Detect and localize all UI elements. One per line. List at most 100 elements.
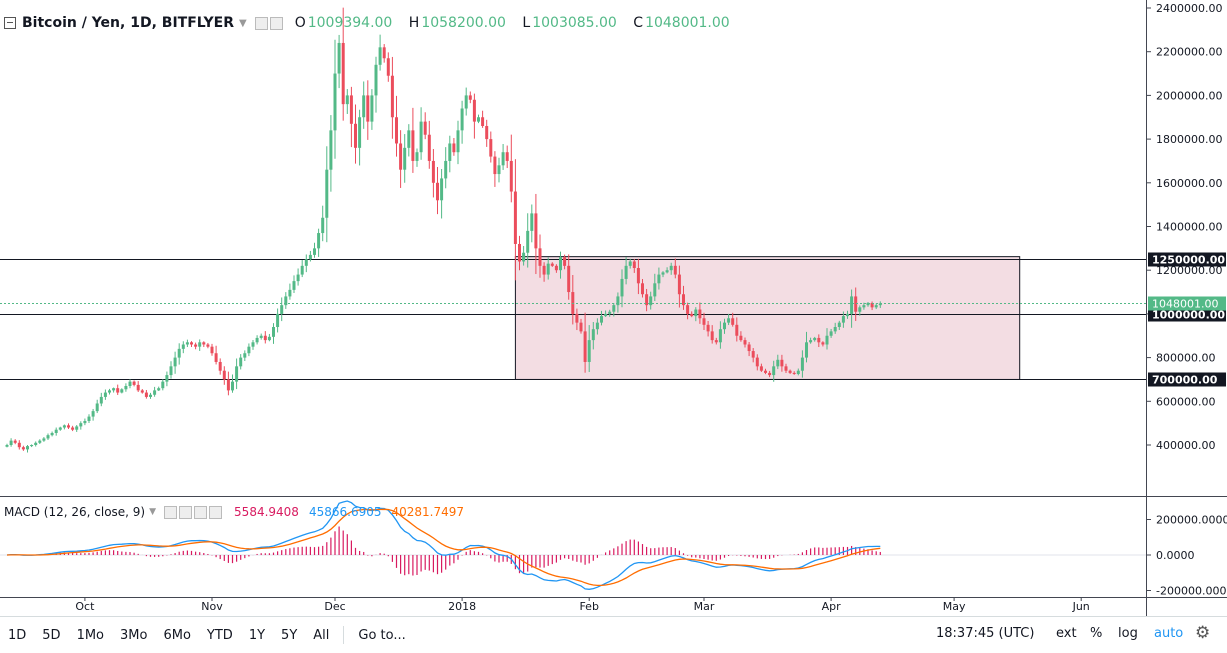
candle-down [682,294,685,306]
log-toggle[interactable]: log [1118,626,1138,641]
candle-down [17,442,21,448]
level-label-bg [1148,372,1226,387]
candle-up [83,420,87,424]
candle-down [481,117,485,126]
candle-down [411,130,415,161]
candle-down [202,342,206,345]
candle-up [198,342,202,347]
goto-button[interactable]: Go to... [358,627,406,643]
eye-icon[interactable] [164,505,178,519]
chevron-down-icon[interactable]: ▼ [238,17,247,29]
settings-icon[interactable] [269,16,283,30]
timeframe-1d[interactable]: 1D [8,627,27,643]
eye-icon[interactable] [254,16,268,30]
candle-down [71,427,75,430]
price-tick-label: 1400000.00 [1156,221,1222,234]
symbol-title[interactable]: Bitcoin / Yen, 1D, BITFLYER [22,15,234,31]
candle-up [440,178,444,201]
candle-up [407,130,411,148]
macd-label[interactable]: MACD (12, 26, close, 9) [4,505,146,519]
candle-up [292,281,296,290]
candle-down [218,361,222,371]
candle-up [620,278,624,297]
timeframe-3mo[interactable]: 3Mo [120,627,148,643]
candle-up [809,340,813,343]
candle-up [628,261,632,266]
add-icon[interactable] [194,505,208,519]
candle-up [546,263,550,275]
auto-toggle[interactable]: auto [1154,626,1184,641]
ohlc-open-key: O [294,15,306,31]
percent-toggle[interactable]: % [1090,626,1103,641]
price-chart[interactable]: 2400000.00 2200000.00 2000000.00 1800000.00… [0,0,1227,616]
candle-down [427,134,431,161]
candle-up [694,309,698,317]
candle-down [214,353,218,362]
candle-down [817,337,821,343]
candle-down [747,344,751,352]
candle-down [542,265,546,275]
candle-down [784,366,788,371]
timeframe-ytd[interactable]: YTD [206,627,233,643]
candle-down [206,344,210,347]
candle-up [837,322,841,328]
candle-up [800,357,804,371]
level-label: 1000000.00 [1152,309,1225,322]
timeframe-6mo[interactable]: 6Mo [163,627,191,643]
candle-down [751,351,755,358]
candle-up [181,344,185,349]
timeframe-all[interactable]: All [313,627,330,643]
candle-up [370,95,374,122]
candle-up [841,316,845,323]
candle-down [554,265,558,271]
candle-up [862,305,866,308]
candle-up [587,340,591,362]
candle-up [846,313,849,317]
price-tick-label: 600000.00 [1156,395,1216,408]
candle-up [99,396,103,404]
candle-down [382,47,386,59]
candle-down [472,99,476,122]
candle-up [173,357,177,367]
timeframe-5y[interactable]: 5Y [281,627,298,643]
gear-icon[interactable]: ⚙ [1195,623,1211,643]
timeframe-5d[interactable]: 5D [42,627,61,643]
close-icon[interactable] [209,505,223,519]
candle-up [239,357,243,367]
candle-up [829,331,833,336]
chevron-down-icon[interactable]: ▼ [149,507,157,517]
candle-down [645,294,649,306]
candle-up [805,342,808,358]
candle-up [177,348,181,358]
candle-down [731,318,735,325]
ohlc-close-value: 1048001.00 [645,15,730,31]
candle-up [333,73,337,131]
candle-down [210,346,214,354]
candle-up [91,411,95,417]
candle-up [276,313,280,328]
candle-down [710,331,714,341]
collapse-icon[interactable] [4,17,16,29]
candle-down [534,213,538,249]
candle-up [288,289,292,297]
time-tick-label: Apr [822,600,842,613]
candle-down [468,95,472,100]
settings-icon[interactable] [179,505,193,519]
time-tick-label: Oct [75,600,95,613]
candle-down [706,324,710,332]
timeframe-1mo[interactable]: 1Mo [76,627,105,643]
candle-up [243,353,247,358]
clock-readout[interactable]: 18:37:45 (UTC) [936,626,1035,641]
candle-up [608,311,612,314]
ext-toggle[interactable]: ext [1056,626,1077,641]
candle-up [595,322,599,330]
candle-up [796,370,800,374]
candle-up [559,257,562,271]
candle-down [579,322,583,332]
candle-up [329,130,333,170]
candle-down [764,370,767,373]
timeframe-1y[interactable]: 1Y [248,627,266,643]
price-tick-label: 1200000.00 [1156,264,1222,277]
candle-up [284,296,288,306]
macd-signal-value: 40281.7497 [391,505,465,519]
